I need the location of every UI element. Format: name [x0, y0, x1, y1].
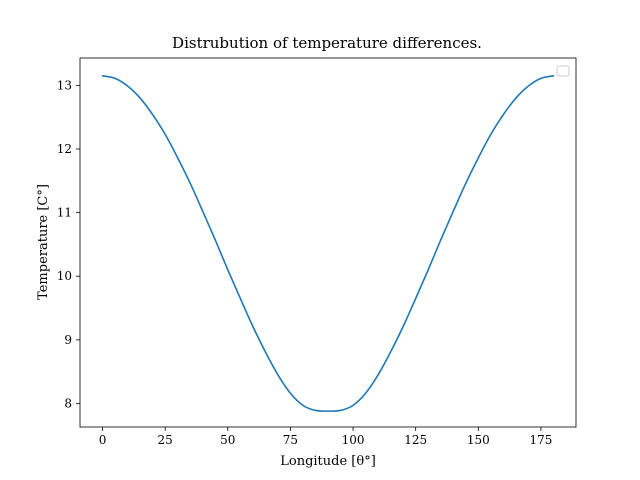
- chart-title: Distrubution of temperature differences.: [172, 34, 482, 52]
- x-tick-label: 0: [99, 433, 107, 447]
- x-tick-label: 175: [529, 433, 552, 447]
- x-tick-label: 125: [404, 433, 427, 447]
- x-tick-label: 100: [342, 433, 365, 447]
- x-axis-ticks: 0 25 50 75 100 125 150 175: [99, 427, 552, 447]
- series-layer: [101, 75, 555, 412]
- x-tick-label: 75: [283, 433, 298, 447]
- legend-box: [556, 65, 570, 77]
- y-axis-title: Temperature [C°]: [36, 184, 51, 300]
- x-axis-title: Longitude [θ°]: [280, 454, 376, 469]
- x-tick-label: 150: [467, 433, 490, 447]
- y-tick-label: 10: [57, 269, 72, 283]
- y-tick-label: 13: [57, 78, 72, 92]
- temperature-series-line: [101, 75, 555, 412]
- x-tick-label: 25: [158, 433, 173, 447]
- y-tick-label: 9: [64, 333, 72, 347]
- x-tick-label: 50: [220, 433, 235, 447]
- y-axis-ticks: 8 9 10 11 12 13: [57, 78, 80, 410]
- plot-frame: [79, 57, 577, 428]
- y-tick-label: 12: [57, 142, 72, 156]
- y-tick-label: 11: [57, 206, 72, 220]
- y-tick-label: 8: [64, 396, 72, 410]
